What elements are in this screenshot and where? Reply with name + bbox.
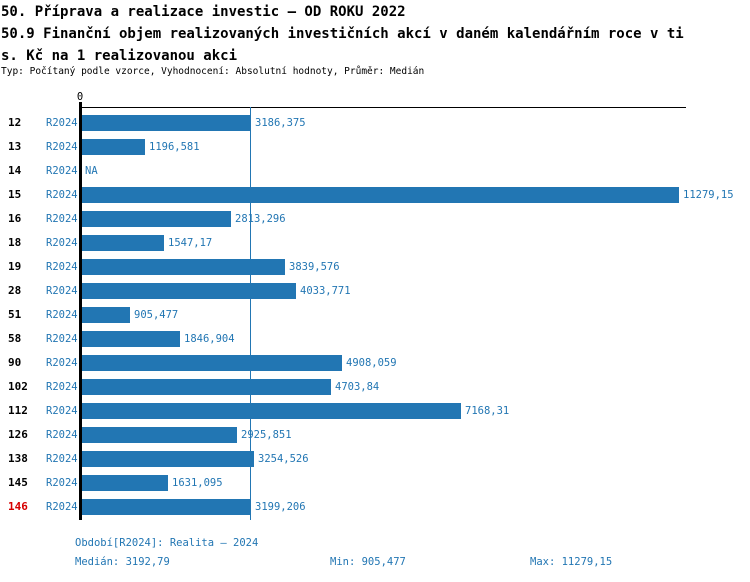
row-series-label: R2024 [46,237,78,249]
row-category-label: 102 [8,380,28,393]
row-category-label: 51 [8,308,22,321]
row-series-label: R2024 [46,309,78,321]
report-title-line2: 50.9 Finanční objem realizovaných invest… [1,26,684,42]
bar-value-label: 905,477 [134,309,179,321]
row-series-label: R2024 [46,333,78,345]
row-category-label: 112 [8,404,28,417]
bar-12 [82,115,251,131]
bar-15 [82,187,679,203]
row-category-label: 58 [8,332,22,345]
bar-value-label: NA [85,165,98,177]
row-category-label: 28 [8,284,22,297]
row-series-label: R2024 [46,261,78,273]
row-series-label: R2024 [46,477,78,489]
bar-value-label: 4908,059 [346,357,397,369]
bar-value-label: 4033,771 [300,285,351,297]
bar-value-label: 2925,851 [241,429,292,441]
report-title-line3: s. Kč na 1 realizovanou akci [1,48,238,64]
row-series-label: R2024 [46,285,78,297]
footer-max: Max: 11279,15 [530,556,613,568]
bar-value-label: 3186,375 [255,117,306,129]
row-series-label: R2024 [46,501,78,513]
row-category-label: 126 [8,428,28,441]
row-category-label: 19 [8,260,22,273]
row-series-label: R2024 [46,453,78,465]
bar-value-label: 3839,576 [289,261,340,273]
row-series-label: R2024 [46,357,78,369]
median-reference-line [250,107,251,520]
y-axis-line [79,102,82,520]
bar-value-label: 1196,581 [149,141,200,153]
bar-126 [82,427,237,443]
bar-51 [82,307,130,323]
x-axis-line [79,107,686,108]
report-meta: Typ: Počítaný podle vzorce, Vyhodnocení:… [1,66,425,77]
row-category-label: 145 [8,476,28,489]
bar-58 [82,331,180,347]
row-category-label: 16 [8,212,22,225]
row-series-label: R2024 [46,189,78,201]
row-series-label: R2024 [46,429,78,441]
bar-19 [82,259,285,275]
row-series-label: R2024 [46,405,78,417]
bar-value-label: 1547,17 [168,237,213,249]
bar-value-label: 11279,15 [683,189,734,201]
bar-102 [82,379,331,395]
footer-median: Medián: 3192,79 [75,556,170,568]
bar-value-label: 7168,31 [465,405,510,417]
row-category-label: 90 [8,356,22,369]
bar-112 [82,403,461,419]
row-series-label: R2024 [46,381,78,393]
row-series-label: R2024 [46,213,78,225]
bar-value-label: 2813,296 [235,213,286,225]
bar-value-label: 1631,095 [172,477,223,489]
row-category-label: 15 [8,188,22,201]
bar-146 [82,499,251,515]
bar-90 [82,355,342,371]
bar-value-label: 3254,526 [258,453,309,465]
row-category-label: 146 [8,500,28,513]
bar-value-label: 1846,904 [184,333,235,345]
x-axis-zero-tick-label: 0 [76,91,84,103]
row-category-label: 12 [8,116,22,129]
footer-min: Min: 905,477 [330,556,406,568]
bar-value-label: 4703,84 [335,381,380,393]
bar-13 [82,139,145,155]
bar-28 [82,283,296,299]
report-title-line1: 50. Příprava a realizace investic – OD R… [1,4,406,20]
footer-period: Období[R2024]: Realita – 2024 [75,537,259,549]
row-category-label: 18 [8,236,22,249]
bar-16 [82,211,231,227]
row-series-label: R2024 [46,141,78,153]
row-category-label: 138 [8,452,28,465]
bar-18 [82,235,164,251]
bar-value-label: 3199,206 [255,501,306,513]
row-category-label: 14 [8,164,22,177]
bar-138 [82,451,254,467]
row-series-label: R2024 [46,117,78,129]
bar-145 [82,475,168,491]
row-series-label: R2024 [46,165,78,177]
row-category-label: 13 [8,140,22,153]
